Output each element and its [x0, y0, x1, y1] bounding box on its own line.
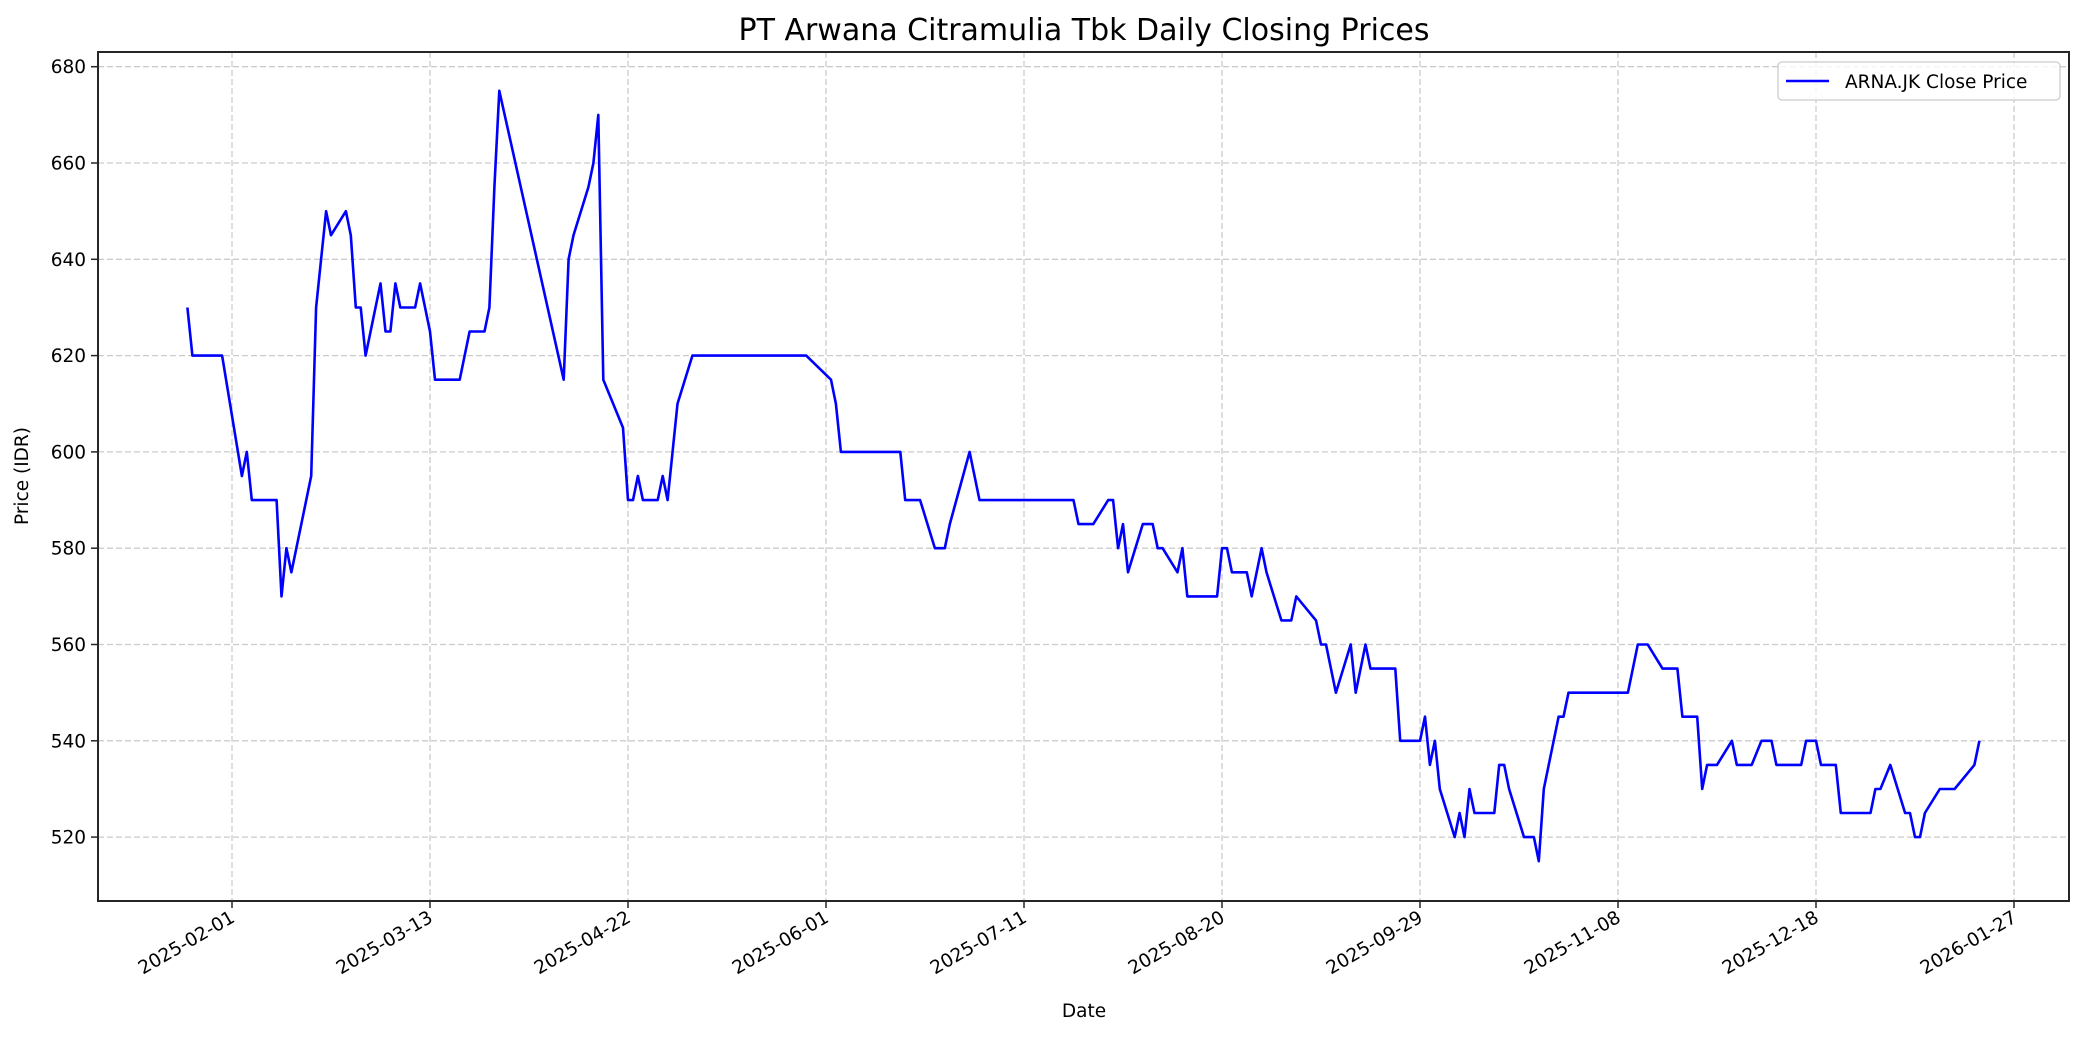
y-tick-label: 540: [51, 731, 86, 752]
y-tick-label: 600: [51, 442, 86, 463]
y-tick-label: 620: [51, 346, 86, 367]
grid-lines: [98, 52, 2069, 901]
y-axis-label: Price (IDR): [12, 427, 33, 525]
y-tick-label: 560: [51, 635, 86, 656]
legend: ARNA.JK Close Price: [1777, 61, 2061, 101]
plot-frame: [97, 51, 2070, 902]
y-tick-label: 520: [51, 828, 86, 849]
y-tick-label: 680: [51, 57, 86, 78]
y-tick-label: 580: [51, 539, 86, 560]
legend-label: ARNA.JK Close Price: [1845, 72, 2027, 93]
series-line-arna: [186, 89, 1981, 863]
series-layer: [186, 89, 1981, 863]
y-tick-label: 640: [51, 250, 86, 271]
chart-title: PT Arwana Citramulia Tbk Daily Closing P…: [739, 13, 1430, 48]
y-tick-label: 660: [51, 154, 86, 175]
x-axis-label: Date: [1062, 1001, 1106, 1022]
legend-box: [1777, 61, 2061, 101]
y-axis: 520 540 560 580 600 620 640 660 680: [51, 57, 98, 849]
